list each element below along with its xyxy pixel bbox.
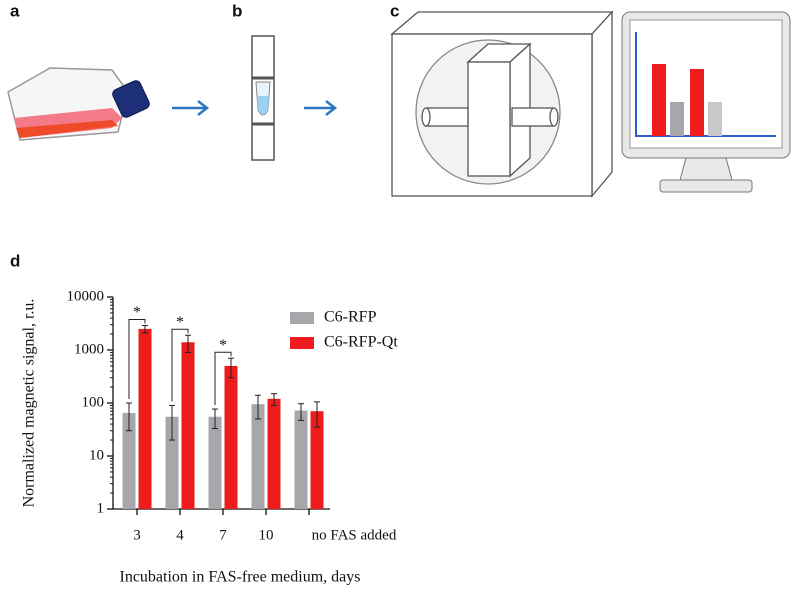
bar [251, 404, 265, 509]
bar [267, 398, 281, 509]
error-bar [142, 324, 148, 334]
legend-swatch [290, 312, 314, 324]
error-bar [271, 393, 277, 406]
y-tick-label: 1000 [74, 341, 104, 357]
panel-label: a [10, 1, 20, 20]
flask [7, 67, 150, 141]
x-tick-label: 3 [133, 527, 141, 543]
x-tick-label: 10 [259, 527, 274, 543]
y-tick-label: 1 [97, 500, 105, 516]
significance-bracket [171, 328, 189, 402]
bar [138, 328, 152, 509]
panel-label: d [10, 251, 20, 270]
significance-bracket [214, 351, 232, 406]
legend-label: C6-RFP-Qt [324, 334, 398, 351]
bar [224, 365, 238, 509]
magnetometer [390, 10, 614, 198]
panel-label: c [390, 1, 399, 20]
monitor [621, 11, 791, 193]
error-bar [126, 402, 132, 432]
y-tick-label: 100 [82, 394, 105, 410]
bar [181, 342, 195, 509]
significance-mark: * [219, 337, 227, 354]
significance-mark: * [176, 314, 184, 331]
bar [208, 416, 222, 509]
y-tick-label: 10000 [67, 288, 105, 304]
bar [165, 416, 179, 509]
bar [122, 412, 136, 509]
y-tick-label: 10 [89, 447, 104, 463]
error-bar [255, 394, 261, 420]
significance-bracket [128, 318, 146, 399]
x-axis-label: Incubation in FAS-free medium, days [120, 569, 361, 586]
significance-mark: * [133, 304, 141, 321]
error-bar [169, 404, 175, 441]
arrow [172, 100, 210, 116]
chart: Normalized magnetic signal, r.u. Incubat… [21, 288, 399, 585]
y-axis-label: Normalized magnetic signal, r.u. [21, 299, 38, 508]
legend-swatch [290, 337, 314, 349]
legend-label: C6-RFP [324, 309, 377, 326]
x-tick-label: no FAS added [312, 527, 397, 543]
arrow [304, 100, 338, 116]
bar [310, 411, 324, 509]
error-bar [212, 408, 218, 430]
x-tick-label: 4 [176, 527, 184, 543]
bar [294, 410, 308, 509]
error-bar [228, 357, 234, 379]
panel-label: b [232, 1, 242, 20]
tube [251, 35, 275, 161]
error-bar [314, 401, 320, 428]
error-bar [298, 403, 304, 421]
x-tick-label: 7 [219, 527, 227, 543]
error-bar [185, 334, 191, 353]
